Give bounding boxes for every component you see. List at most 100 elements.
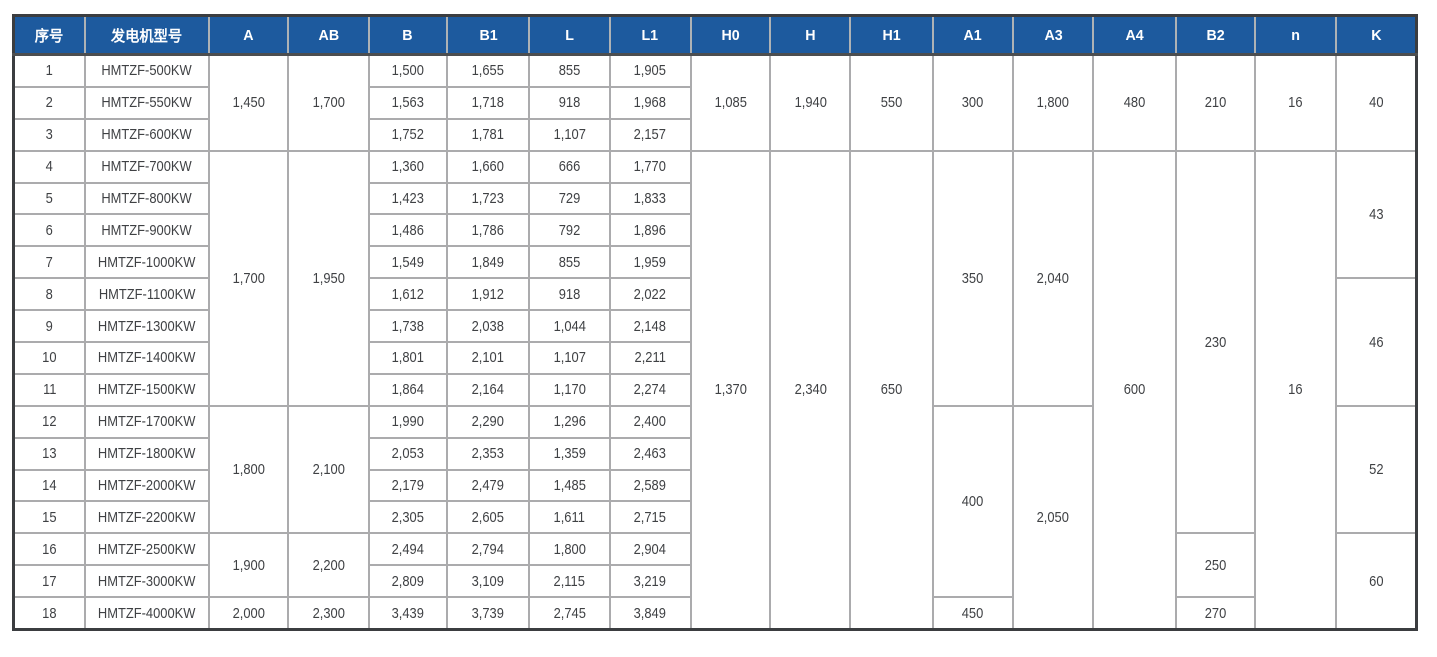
table-row: 3 HMTZF-600KW 1,752 1,781 1,107 2,157 xyxy=(12,117,1417,152)
cell-value: 16 xyxy=(1288,381,1303,399)
cell-value: 2,164 xyxy=(472,381,505,399)
cell-value: 918 xyxy=(558,285,581,303)
cell-value: 60 xyxy=(1368,572,1384,590)
table-cell: 2,211 xyxy=(608,341,692,375)
table-cell: 2,038 xyxy=(446,309,531,344)
table-cell: 1,485 xyxy=(528,468,611,503)
table-cell: HMTZF-550KW xyxy=(83,85,211,120)
cell-value: 666 xyxy=(558,158,581,176)
column-header-label: 序号 xyxy=(35,27,64,45)
table-cell: 1,085 xyxy=(689,53,772,152)
table-cell: 1,833 xyxy=(608,181,692,216)
table-cell: 2,794 xyxy=(446,532,531,567)
table-cell: 11 xyxy=(12,372,86,407)
cell-value: HMTZF-1500KW xyxy=(98,381,196,399)
table-cell: 4 xyxy=(12,149,86,184)
cell-value: HMTZF-800KW xyxy=(101,190,193,207)
cell-value: 1,611 xyxy=(553,508,586,526)
cell-value: HMTZF-700KW xyxy=(101,158,193,176)
table-cell: HMTZF-1400KW xyxy=(83,341,211,375)
table-cell: 1,770 xyxy=(608,149,692,184)
table-cell: 3 xyxy=(12,117,86,152)
table-row: 17 HMTZF-3000KW 2,809 3,109 2,115 3,219 xyxy=(12,564,1417,599)
cell-value: 1,849 xyxy=(472,253,505,271)
table-row: 12 HMTZF-1700KW 1,800 2,100 1,990 2,290 1,296 2… xyxy=(12,404,1418,631)
table-row: 9 HMTZF-1300KW 1,738 2,038 1,044 2,148 xyxy=(12,309,1417,344)
table-cell: 2,494 xyxy=(367,532,449,567)
cell-value: 2,038 xyxy=(472,317,505,335)
table-cell: 1,990 xyxy=(367,404,449,439)
cell-value: 2 xyxy=(45,94,53,112)
column-header-label: H1 xyxy=(882,26,901,44)
cell-value: 2,000 xyxy=(232,604,265,622)
column-header-label: L xyxy=(565,26,574,44)
table-cell: 16 xyxy=(12,532,86,567)
table-row: 8 HMTZF-1100KW 1,612 1,912 918 2,022 46 xyxy=(12,277,1418,407)
table-cell: 1,655 xyxy=(446,53,531,88)
cell-value: 1,896 xyxy=(634,221,667,239)
table-cell: 729 xyxy=(528,181,611,216)
table-cell: 3,109 xyxy=(446,564,531,599)
table-cell: 1,296 xyxy=(528,404,611,439)
table-cell: 1,723 xyxy=(446,181,531,216)
cell-value: 16 xyxy=(42,540,57,558)
cell-value: HMTZF-600KW xyxy=(101,126,193,144)
cell-value: 2,040 xyxy=(1036,269,1070,287)
table-cell: 3,849 xyxy=(608,596,692,631)
column-header-n: n xyxy=(1253,14,1338,56)
cell-value: 270 xyxy=(1204,604,1226,622)
table-cell: 2,400 xyxy=(608,404,692,439)
cell-value: 2,290 xyxy=(472,413,505,431)
cell-value: 2,148 xyxy=(634,317,667,335)
cell-value: 1,800 xyxy=(553,540,586,558)
column-header-A4: A4 xyxy=(1092,14,1177,56)
column-header-label: B xyxy=(402,26,414,44)
cell-value: 1,660 xyxy=(472,158,505,176)
column-header-label: A4 xyxy=(1125,26,1144,44)
table-cell: 2,157 xyxy=(608,117,692,152)
table-cell: 2,274 xyxy=(608,372,692,407)
table-cell: 7 xyxy=(12,245,86,280)
cell-value: 1,723 xyxy=(472,190,505,207)
cell-value: 46 xyxy=(1368,333,1384,351)
cell-value: 792 xyxy=(558,221,581,239)
cell-value: 1 xyxy=(45,62,53,80)
table-row: 4 HMTZF-700KW 1,700 1,950 1,360 1,660 666 1,770… xyxy=(12,149,1418,631)
cell-value: 9 xyxy=(45,317,53,335)
cell-value: 210 xyxy=(1204,94,1226,112)
cell-value: 2,157 xyxy=(634,126,667,144)
table-cell: 40 xyxy=(1335,53,1418,152)
table-cell: 18 xyxy=(12,596,86,631)
column-header-label: B1 xyxy=(479,26,498,44)
table-row: 13 HMTZF-1800KW 2,053 2,353 1,359 2,463 xyxy=(12,436,1417,471)
table-cell: 400 xyxy=(931,404,1014,599)
cell-value: 1,770 xyxy=(634,158,667,176)
cell-value: 1,423 xyxy=(391,190,425,207)
table-cell: 2,479 xyxy=(446,468,531,503)
table-cell: HMTZF-1700KW xyxy=(83,404,211,439)
table-cell: 2,463 xyxy=(608,436,692,471)
cell-value: 350 xyxy=(962,269,984,287)
cell-value: 300 xyxy=(962,94,984,112)
cell-value: 1,296 xyxy=(553,413,586,431)
table-cell: 46 xyxy=(1335,277,1418,407)
column-header-B: B xyxy=(367,14,449,56)
table-cell: 15 xyxy=(12,500,86,535)
cell-value: 17 xyxy=(42,572,57,590)
cell-value: 43 xyxy=(1368,205,1384,223)
cell-value: 15 xyxy=(42,508,57,526)
table-cell: HMTZF-600KW xyxy=(83,117,211,152)
cell-value: HMTZF-1000KW xyxy=(98,253,196,271)
table-cell: 13 xyxy=(12,436,86,471)
cell-value: 1,655 xyxy=(472,62,505,80)
table-cell: 10 xyxy=(12,341,86,375)
column-header-label: 发电机型号 xyxy=(111,27,183,45)
table-cell: HMTZF-900KW xyxy=(83,213,211,248)
cell-value: 2,115 xyxy=(553,572,586,590)
table-cell: 1,940 xyxy=(769,53,852,152)
table-cell: HMTZF-1300KW xyxy=(83,309,211,344)
column-header-model: 发电机型号 xyxy=(83,14,211,56)
cell-value: 2,340 xyxy=(794,381,827,399)
cell-value: 1,718 xyxy=(472,94,505,112)
cell-value: 1,940 xyxy=(794,94,827,112)
